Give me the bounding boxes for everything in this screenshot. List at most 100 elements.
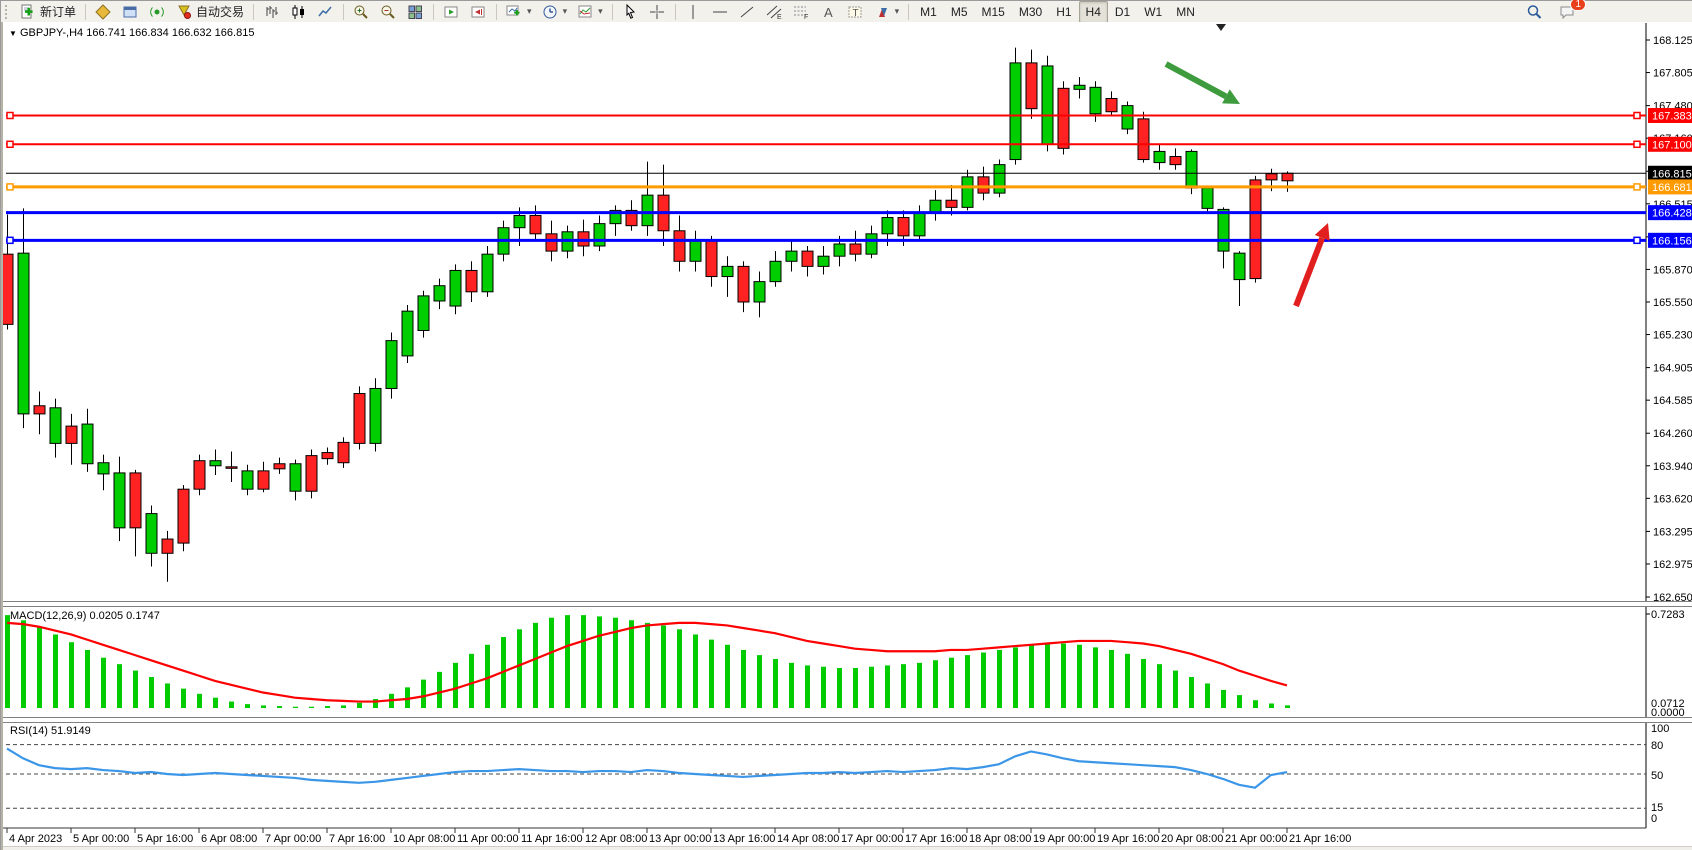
- rsi-axis-label: 50: [1651, 770, 1663, 782]
- text-label-button[interactable]: T: [842, 1, 869, 23]
- line-handle[interactable]: [6, 140, 14, 149]
- line-handle[interactable]: [1633, 140, 1641, 149]
- red-up-arrow[interactable]: [1293, 236, 1326, 308]
- periods-button[interactable]: ▾: [537, 1, 573, 23]
- candle: [705, 240, 718, 278]
- search-button[interactable]: [1521, 1, 1548, 23]
- timeframe-MN[interactable]: MN: [1176, 4, 1195, 19]
- macd-histogram-bar: [1269, 703, 1274, 708]
- text-a-icon: A: [820, 4, 837, 20]
- text-button[interactable]: A: [815, 1, 842, 23]
- signal-button[interactable]: [144, 1, 171, 23]
- symbol-dropdown-icon[interactable]: ▼: [9, 29, 17, 38]
- timeframe-D1[interactable]: D1: [1114, 4, 1131, 19]
- line-handle[interactable]: [6, 183, 14, 191]
- timeframe-M30[interactable]: M30: [1018, 4, 1043, 19]
- timeframe-W1[interactable]: W1: [1144, 4, 1163, 19]
- toolbar-grip[interactable]: [5, 4, 12, 19]
- macd-pane-separator[interactable]: [3, 601, 1692, 607]
- macd-histogram-bar: [1013, 647, 1018, 708]
- date-label: 19 Apr 16:00: [1097, 833, 1159, 845]
- price-tick-label: 168.125: [1653, 35, 1692, 47]
- price-tick-label: 162.975: [1653, 559, 1692, 571]
- date-label: 6 Apr 08:00: [201, 833, 257, 845]
- date-label: 7 Apr 00:00: [265, 833, 321, 845]
- clock-icon: [542, 4, 559, 20]
- timeframe-H1[interactable]: H1: [1056, 4, 1072, 19]
- symbols-button[interactable]: [90, 1, 117, 23]
- chart-window[interactable]: 168.125167.805167.480167.160166.835166.5…: [1, 22, 1692, 850]
- rsi-pane-separator[interactable]: [3, 717, 1692, 723]
- line-handle[interactable]: [1633, 236, 1641, 245]
- trendline-button[interactable]: [734, 1, 761, 23]
- svg-text:A: A: [824, 5, 833, 20]
- macd-histogram-bar: [869, 666, 874, 708]
- terminal-button[interactable]: [117, 1, 144, 23]
- line-handle[interactable]: [1633, 183, 1641, 191]
- chart-shift-button[interactable]: [465, 1, 492, 23]
- separator: [611, 3, 613, 20]
- chat-unread-badge: 1: [1570, 0, 1586, 11]
- chart-shift-marker[interactable]: [1216, 24, 1226, 31]
- timeframe-M15[interactable]: M15: [981, 4, 1005, 19]
- new-order-button[interactable]: 新订单: [15, 1, 81, 23]
- green-down-arrow[interactable]: [1164, 61, 1228, 100]
- vertical-line-button[interactable]: [680, 1, 707, 23]
- equidistant-channel-button[interactable]: E: [761, 1, 788, 23]
- macd-histogram-bar: [1029, 644, 1034, 708]
- timeframe-M1[interactable]: M1: [920, 4, 937, 19]
- cursor-button[interactable]: [617, 1, 644, 23]
- candle: [1185, 150, 1198, 189]
- auto-scroll-button[interactable]: [438, 1, 465, 23]
- dropdown-arrow-icon[interactable]: ▾: [527, 6, 532, 16]
- macd-histogram-bar: [693, 634, 698, 708]
- separator: [496, 3, 498, 20]
- candle: [161, 538, 174, 554]
- green-down-arrow-head[interactable]: [1222, 89, 1240, 104]
- line-handle[interactable]: [6, 236, 14, 245]
- dropdown-arrow-icon[interactable]: ▾: [562, 6, 568, 16]
- red-up-arrow-head[interactable]: [1314, 223, 1330, 241]
- date-label: 4 Apr 2023: [9, 833, 62, 845]
- candle: [321, 452, 334, 460]
- line-handle[interactable]: [6, 111, 14, 120]
- candle: [689, 240, 702, 262]
- window-bottom-edge: [3, 846, 1692, 850]
- fibonacci-button[interactable]: F: [788, 1, 815, 23]
- dropdown-arrow-icon[interactable]: ▾: [598, 6, 603, 16]
- zoom-out-button[interactable]: [375, 1, 402, 23]
- timeframe-H4[interactable]: H4: [1078, 0, 1108, 23]
- auto-trading-button[interactable]: 自动交易: [171, 1, 249, 23]
- chat-button[interactable]: 1: [1554, 0, 1586, 23]
- rsi-axis-label: 80: [1651, 740, 1663, 752]
- line-chart-button[interactable]: [312, 1, 339, 23]
- price-badge-label: 167.100: [1652, 139, 1692, 151]
- auto-scroll-icon: [443, 4, 460, 20]
- tile-windows-button[interactable]: [402, 1, 429, 23]
- macd-histogram-bar: [1077, 644, 1082, 708]
- price-badge: [1648, 205, 1692, 221]
- candle: [865, 233, 878, 255]
- date-label: 11 Apr 00:00: [457, 833, 519, 845]
- timeframe-M5[interactable]: M5: [950, 4, 968, 19]
- crosshair-button[interactable]: [644, 1, 671, 23]
- candle: [801, 250, 814, 267]
- bar-chart-button[interactable]: [258, 1, 285, 23]
- macd-histogram-bar: [533, 622, 538, 708]
- horizontal-line-button[interactable]: [707, 1, 734, 23]
- candlestick-chart-button[interactable]: [285, 1, 312, 23]
- zoom-in-button[interactable]: [348, 1, 375, 23]
- date-label: 18 Apr 08:00: [969, 833, 1031, 845]
- macd-histogram-bar: [53, 634, 58, 708]
- new-chart-button[interactable]: ▾: [501, 1, 537, 23]
- indicators-button[interactable]: ▾: [572, 1, 608, 23]
- candle: [913, 212, 926, 237]
- dropdown-arrow-icon[interactable]: ▾: [894, 6, 900, 16]
- candle: [17, 252, 30, 415]
- line-handle[interactable]: [1633, 111, 1641, 120]
- candle: [81, 423, 94, 465]
- macd-histogram-bar: [661, 625, 666, 708]
- arrow-objects-button[interactable]: ▾: [869, 1, 905, 23]
- search-icon: [1526, 4, 1543, 20]
- macd-histogram-bar: [741, 649, 746, 708]
